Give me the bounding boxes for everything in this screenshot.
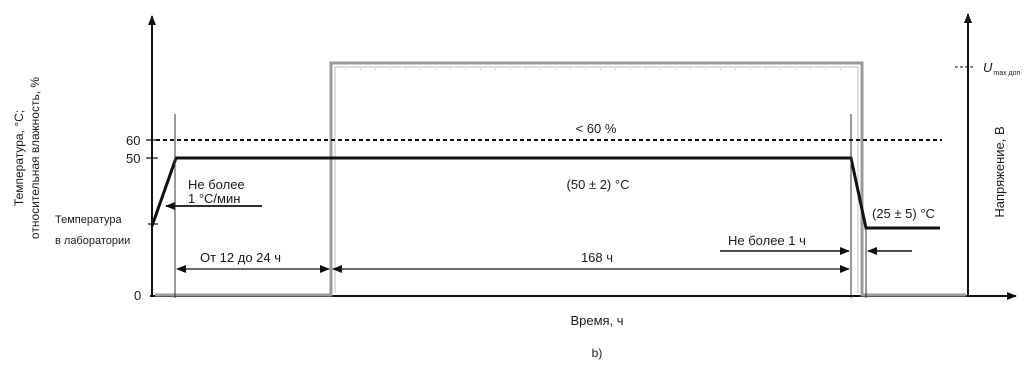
- y-axis-left-label-line2: относительная влажность, %: [28, 77, 42, 239]
- tick-label-60: 60: [126, 133, 140, 148]
- y-axis-right-label: Напряжение, В: [992, 126, 1007, 217]
- figure-caption: b): [592, 346, 603, 360]
- x-axis-label: Время, ч: [570, 313, 623, 328]
- final-temp-label: (25 ± 5) °С: [872, 206, 935, 221]
- ramp-rate-label-line1: Не более: [188, 177, 245, 192]
- duration-1-label: От 12 до 24 ч: [200, 250, 281, 265]
- voltage-profile-inner: [334, 66, 859, 293]
- duration-3-label: Не более 1 ч: [728, 233, 806, 248]
- lab-temp-label-line1: Температура: [55, 214, 123, 226]
- tick-label-0: 0: [134, 288, 141, 303]
- voltage-profile-outer: [155, 61, 966, 297]
- u-max-label: Umax доп: [983, 60, 1021, 77]
- u-max-subscript: max доп: [993, 70, 1020, 77]
- y-axis-left-label-line1: Температура, °С;: [12, 110, 26, 206]
- tick-label-50: 50: [126, 151, 140, 166]
- humidity-label: < 60 %: [576, 121, 617, 136]
- lab-temp-label-line2: в лаборатории: [55, 235, 130, 247]
- duration-2-label: 168 ч: [581, 250, 613, 265]
- ramp-rate-label-line2: 1 °С/мин: [188, 191, 240, 206]
- plateau-temp-label: (50 ± 2) °С: [567, 177, 630, 192]
- temperature-profile-line: [150, 156, 940, 230]
- u-max-symbol: U: [983, 60, 993, 75]
